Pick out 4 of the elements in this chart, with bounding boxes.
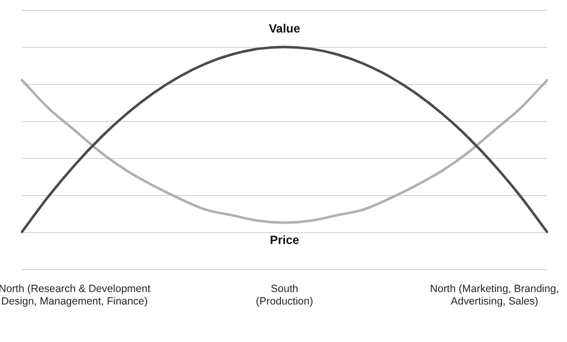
series-label: Value xyxy=(268,21,300,36)
x-tick-label: South (Production) xyxy=(256,282,314,308)
series-label: Price xyxy=(270,232,300,247)
x-tick-label: North (Marketing, Branding, Advertising, Sales) xyxy=(430,282,559,308)
